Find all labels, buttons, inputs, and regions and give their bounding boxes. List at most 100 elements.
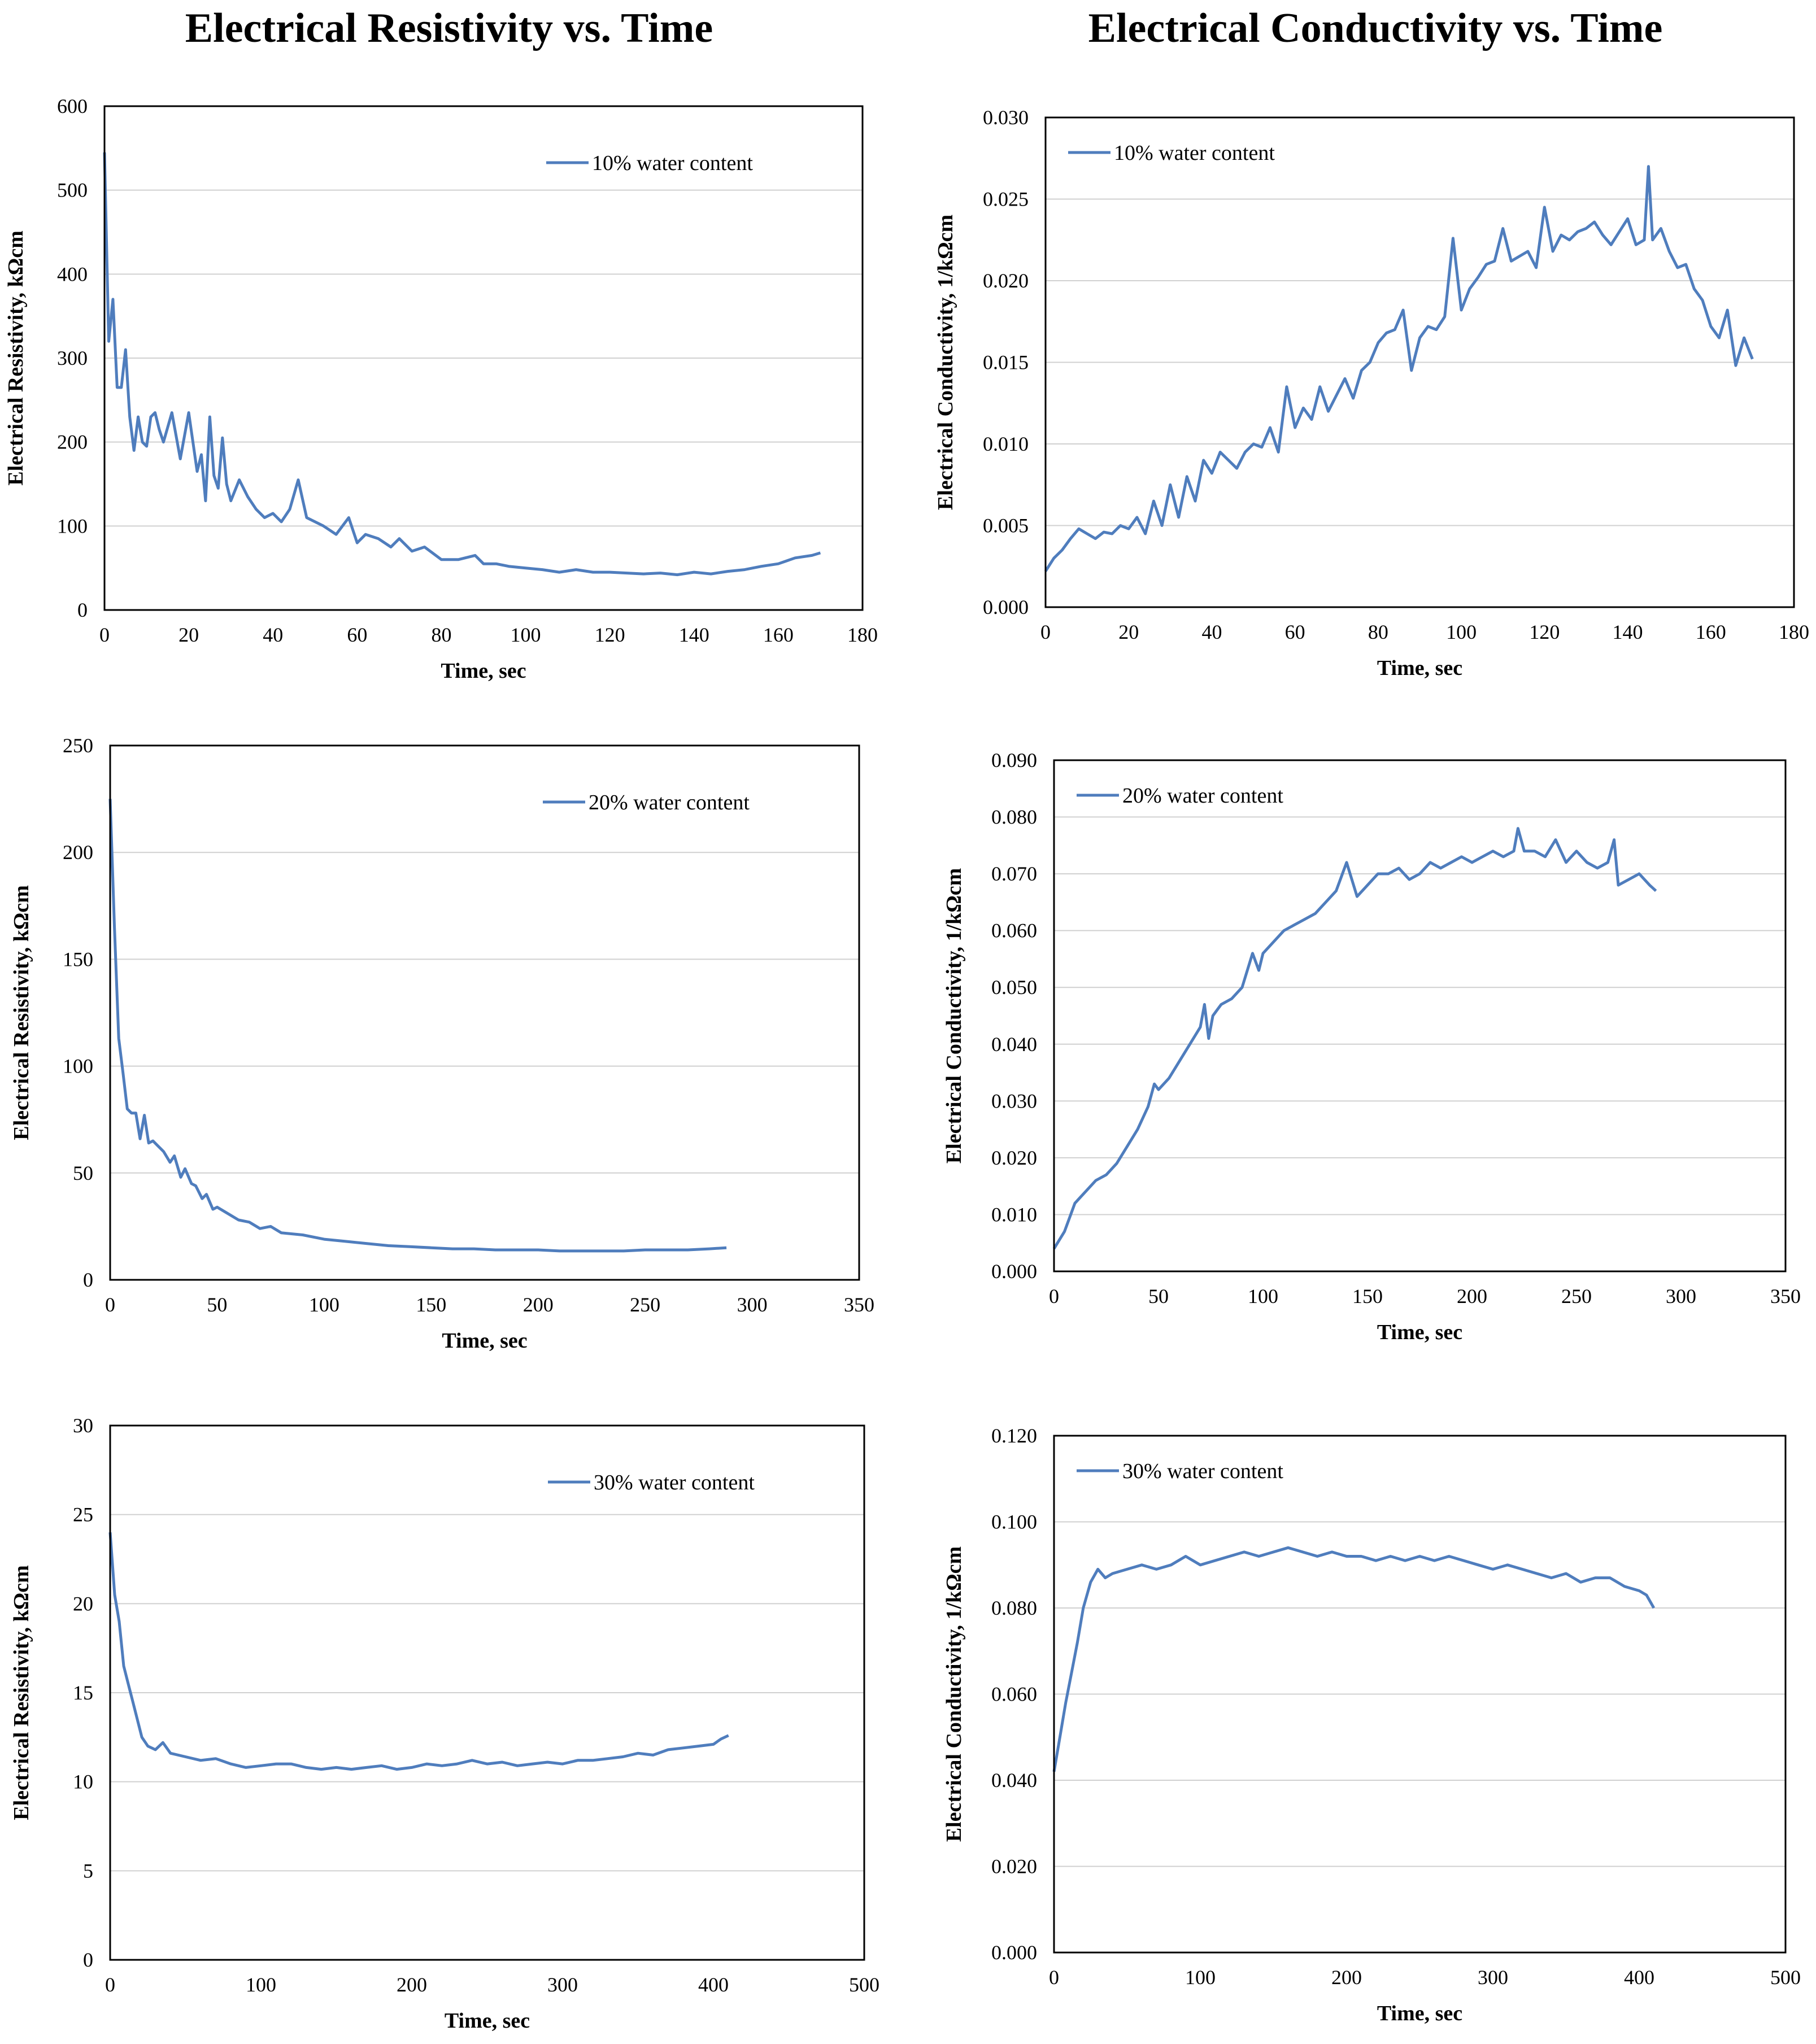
y-tick-label: 0.090: [991, 749, 1037, 772]
chart-res20: 0 50 100 150 200 250 0 50 100 150 200 250 300 350 Time…: [10, 734, 874, 1353]
x-tick-label: 350: [1770, 1285, 1801, 1308]
x-tick-label: 180: [847, 624, 878, 646]
y-tick-label: 25: [73, 1503, 93, 1526]
y-tick-label: 0.025: [983, 188, 1029, 211]
y-axis-label: Electrical Conductivity, 1/kΩcm: [942, 1546, 966, 1842]
y-axis-label: Electrical Conductivity, 1/kΩcm: [942, 868, 966, 1163]
x-tick-label: 200: [397, 1973, 427, 1996]
y-tick-label: 100: [57, 515, 88, 537]
y-tick-label: 0.070: [991, 862, 1037, 885]
x-tick-label: 0: [1040, 621, 1051, 643]
x-tick-label: 80: [431, 624, 451, 646]
plot-frame: [103, 105, 864, 611]
x-tick-label: 0: [1049, 1966, 1059, 1989]
y-tick-label: 0.050: [991, 976, 1037, 999]
x-tick-label: 500: [1770, 1966, 1801, 1989]
y-tick-label: 100: [63, 1055, 93, 1078]
y-tick-label: 5: [83, 1859, 93, 1882]
x-tick-label: 100: [1185, 1966, 1216, 1989]
legend-label: 20% water content: [1122, 784, 1283, 808]
chart-con30: 0.000 0.020 0.040 0.060 0.080 0.100 0.120 0 100 2…: [942, 1424, 1801, 2025]
y-axis-label: Electrical Conductivity, 1/kΩcm: [934, 215, 957, 510]
y-tick-label: 0.120: [991, 1424, 1037, 1447]
y-tick-label: 30: [73, 1414, 93, 1437]
chart-res10: 0 100 200 300 400 500 600 0 20 40 60 80 100 120 140 160…: [4, 95, 878, 683]
x-tick-label: 250: [1561, 1285, 1592, 1308]
x-tick-label: 140: [679, 624, 709, 646]
y-axis-label: Electrical Resistivity, kΩcm: [10, 1565, 33, 1820]
plot-frame: [109, 1424, 865, 1961]
y-tick-label: 15: [73, 1681, 93, 1704]
y-tick-label: 0: [83, 1949, 93, 1971]
series-line: [1052, 827, 1657, 1250]
x-axis-label: Time, sec: [445, 2009, 530, 2033]
x-tick-label: 0: [99, 624, 110, 646]
x-tick-label: 400: [1624, 1966, 1654, 1989]
series-line: [1052, 1546, 1656, 1772]
legend-label: 30% water content: [1122, 1459, 1283, 1483]
plot-frame: [1053, 759, 1787, 1272]
y-tick-label: 200: [57, 431, 88, 454]
y-tick-label: 0.000: [991, 1941, 1037, 1964]
left-column-title: Electrical Resistivity vs. Time: [185, 5, 713, 51]
y-tick-label: 20: [73, 1592, 93, 1615]
y-tick-label: 300: [57, 347, 88, 369]
y-tick-label: 0.040: [991, 1033, 1037, 1056]
x-tick-label: 250: [630, 1293, 660, 1316]
y-axis-label: Electrical Resistivity, kΩcm: [10, 885, 33, 1140]
x-tick-label: 50: [207, 1293, 227, 1316]
x-tick-label: 150: [1352, 1285, 1383, 1308]
x-tick-label: 20: [1118, 621, 1139, 643]
x-axis-label: Time, sec: [441, 659, 526, 683]
x-axis-label: Time, sec: [442, 1329, 527, 1353]
y-tick-label: 0.020: [991, 1855, 1037, 1878]
x-tick-label: 300: [737, 1293, 768, 1316]
y-tick-label: 0.010: [983, 433, 1029, 455]
x-tick-label: 500: [849, 1973, 879, 1996]
x-tick-label: 300: [547, 1973, 578, 1996]
right-column-title: Electrical Conductivity vs. Time: [1088, 5, 1663, 51]
x-tick-label: 100: [511, 624, 541, 646]
y-tick-label: 0.030: [991, 1089, 1037, 1112]
plot-frame: [1053, 1435, 1787, 1954]
x-tick-label: 120: [1529, 621, 1560, 643]
x-tick-label: 100: [1248, 1285, 1278, 1308]
x-tick-label: 180: [1779, 621, 1809, 643]
x-tick-label: 50: [1148, 1285, 1169, 1308]
x-tick-label: 300: [1666, 1285, 1696, 1308]
y-tick-label: 200: [63, 841, 93, 864]
x-tick-label: 120: [595, 624, 625, 646]
y-tick-label: 600: [57, 95, 88, 117]
x-tick-label: 0: [105, 1973, 115, 1996]
x-tick-label: 100: [1446, 621, 1477, 643]
x-tick-label: 400: [698, 1973, 729, 1996]
y-tick-label: 250: [63, 734, 93, 757]
x-tick-label: 0: [1049, 1285, 1059, 1308]
series-line: [1044, 165, 1754, 572]
x-tick-label: 200: [1331, 1966, 1362, 1989]
y-tick-label: 0.020: [991, 1147, 1037, 1169]
series-line: [108, 799, 727, 1253]
y-tick-label: 0: [77, 599, 88, 621]
x-tick-label: 80: [1368, 621, 1388, 643]
y-tick-label: 0.060: [991, 919, 1037, 942]
legend-label: 20% water content: [589, 791, 750, 814]
x-axis-label: Time, sec: [1377, 1320, 1462, 1344]
x-tick-label: 40: [263, 624, 283, 646]
x-tick-label: 40: [1201, 621, 1222, 643]
y-tick-label: 0.005: [983, 515, 1029, 537]
series-line: [103, 152, 821, 577]
y-axis-label: Electrical Resistivity, kΩcm: [4, 230, 28, 486]
x-tick-label: 140: [1613, 621, 1643, 643]
y-tick-label: 0.010: [991, 1203, 1037, 1226]
x-tick-label: 160: [763, 624, 794, 646]
x-tick-label: 150: [416, 1293, 446, 1316]
y-tick-label: 0.040: [991, 1769, 1037, 1792]
y-tick-label: 0.080: [991, 806, 1037, 829]
legend-label: 30% water content: [594, 1471, 755, 1494]
chart-con10: 0.000 0.005 0.010 0.015 0.020 0.025 0.030 0 20 40…: [934, 106, 1809, 680]
x-tick-label: 100: [246, 1973, 276, 1996]
x-tick-label: 100: [309, 1293, 339, 1316]
